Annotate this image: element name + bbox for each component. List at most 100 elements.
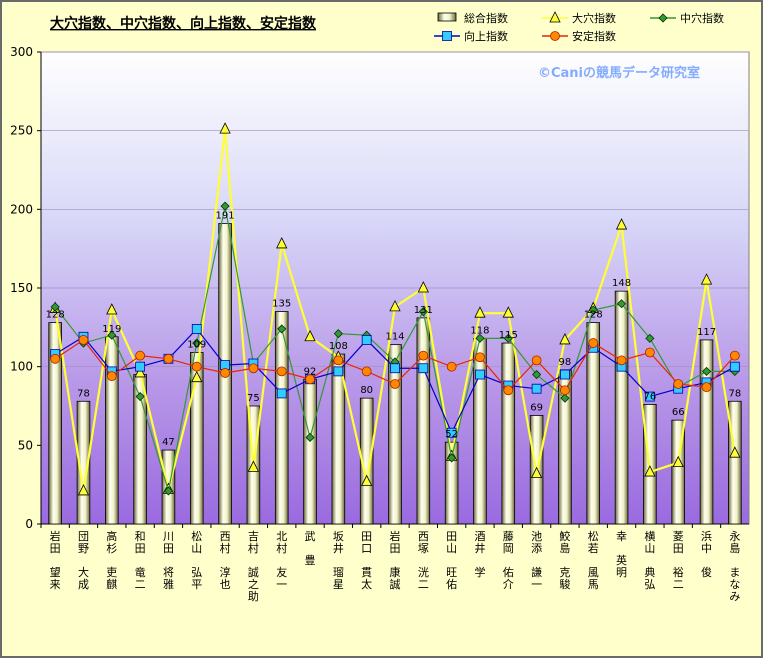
x-tick-label: 北村 友一 <box>276 530 287 591</box>
point-1 <box>78 335 89 345</box>
x-tick-label: 酒井 学 <box>474 530 485 579</box>
point-23 <box>700 273 713 285</box>
data-label: 119 <box>102 324 121 335</box>
bar-0 <box>48 322 62 525</box>
x-tick-label: 池添 謙一 <box>531 530 542 591</box>
x-tick-char: 松 <box>191 529 202 543</box>
point-3 <box>135 350 146 361</box>
x-tick-char: 佑 <box>446 577 457 591</box>
x-tick-char: 野 <box>78 542 89 555</box>
x-tick-label: 吉村 誠之助 <box>248 530 259 603</box>
point-19 <box>588 305 598 315</box>
x-tick-label: 田山 旺佑 <box>446 530 457 591</box>
x-tick-char: 島 <box>559 541 570 555</box>
point-18 <box>560 393 570 403</box>
point-3 <box>135 391 145 402</box>
bar-2 <box>105 336 119 525</box>
x-tick-label: 川田 将雅 <box>163 530 174 591</box>
legend-label: 中穴指数 <box>680 11 724 25</box>
point-9 <box>304 329 316 342</box>
data-label: 78 <box>77 388 90 399</box>
x-tick-label: 坂井 瑠星 <box>333 530 344 591</box>
x-tick-char: み <box>729 590 740 603</box>
x-tick-char: 弘 <box>644 578 655 591</box>
x-tick-char: 英 <box>616 553 627 567</box>
y-tick-label: 200 <box>10 202 33 216</box>
data-label: 98 <box>559 357 572 368</box>
x-tick-char: 馬 <box>588 578 599 591</box>
x-tick-char: 田 <box>50 542 61 555</box>
point-18 <box>559 333 571 345</box>
x-tick-char: 浜 <box>701 530 712 543</box>
x-tick-char: 村 <box>276 541 287 555</box>
x-tick-char: 永 <box>729 529 740 543</box>
point-20 <box>616 299 627 309</box>
x-tick-char: 池 <box>531 530 542 543</box>
x-tick-label: 岩田 康誠 <box>390 529 401 591</box>
data-label: 78 <box>728 388 741 399</box>
data-label: 92 <box>304 366 317 377</box>
x-tick-char: 団 <box>78 530 89 543</box>
x-tick-char: 西 <box>220 530 231 543</box>
point-16 <box>502 306 514 318</box>
point-15 <box>474 306 486 318</box>
point-12 <box>389 299 401 312</box>
point-17 <box>530 466 543 479</box>
point-17 <box>532 369 542 380</box>
x-tick-char: 岡 <box>503 542 514 555</box>
x-tick-label: 和田 竜二 <box>135 530 146 591</box>
bar-5 <box>189 352 204 525</box>
x-tick-char: 一 <box>531 578 542 591</box>
x-tick-char: 村 <box>220 541 231 555</box>
x-tick-char: 誠 <box>390 578 401 591</box>
x-tick-label: 松山 弘平 <box>191 529 202 591</box>
x-tick-label: 松若 風馬 <box>588 529 599 591</box>
x-tick-char: 二 <box>135 578 146 591</box>
x-tick-char: 藤 <box>503 530 514 543</box>
point-12 <box>390 379 400 389</box>
bar-13 <box>416 317 431 525</box>
bar-16 <box>501 342 516 525</box>
point-15 <box>475 333 485 343</box>
x-tick-char: 俊 <box>701 565 712 579</box>
x-tick-char: 川 <box>163 530 174 543</box>
data-label: 131 <box>414 305 433 316</box>
x-tick-char: 吏 <box>106 566 117 579</box>
data-label: 114 <box>385 332 404 343</box>
x-tick-char: 星 <box>333 578 344 591</box>
point-7 <box>247 460 260 472</box>
x-tick-char: 太 <box>361 578 372 591</box>
x-tick-char: 平 <box>191 578 202 591</box>
data-label: 128 <box>584 310 603 321</box>
point-22 <box>672 455 684 468</box>
point-11 <box>361 474 373 486</box>
x-tick-char: 村 <box>248 541 259 555</box>
x-tick-char: 松 <box>588 529 599 543</box>
x-tick-char: 麒 <box>106 577 117 591</box>
point-3 <box>134 366 146 378</box>
point-3 <box>135 361 146 372</box>
data-label: 117 <box>697 327 716 338</box>
x-tick-char: 旺 <box>446 566 457 579</box>
bar-9 <box>303 378 317 525</box>
x-tick-char: 高 <box>106 529 117 543</box>
point-4 <box>163 353 174 364</box>
x-tick-label: 岩田 望来 <box>50 529 61 591</box>
point-19 <box>588 338 599 348</box>
x-tick-char: 竜 <box>135 565 146 579</box>
x-tick-char: 岩 <box>50 529 61 543</box>
x-tick-char: 二 <box>418 578 429 591</box>
x-tick-char: 菱 <box>673 530 684 543</box>
x-tick-char: 横 <box>644 529 655 543</box>
point-24 <box>729 361 740 372</box>
point-24 <box>729 446 741 458</box>
plot-area: 0 50 100 150 200 250 300 ©Caniの競馬データ研究室 128 78 119… <box>10 45 750 603</box>
x-tick-char: 風 <box>588 566 599 579</box>
x-tick-char: 岩 <box>390 529 401 543</box>
point-10 <box>333 355 344 366</box>
point-15 <box>475 369 485 380</box>
point-23 <box>701 382 712 393</box>
data-label: 80 <box>360 385 373 396</box>
data-label: 52 <box>445 429 458 440</box>
